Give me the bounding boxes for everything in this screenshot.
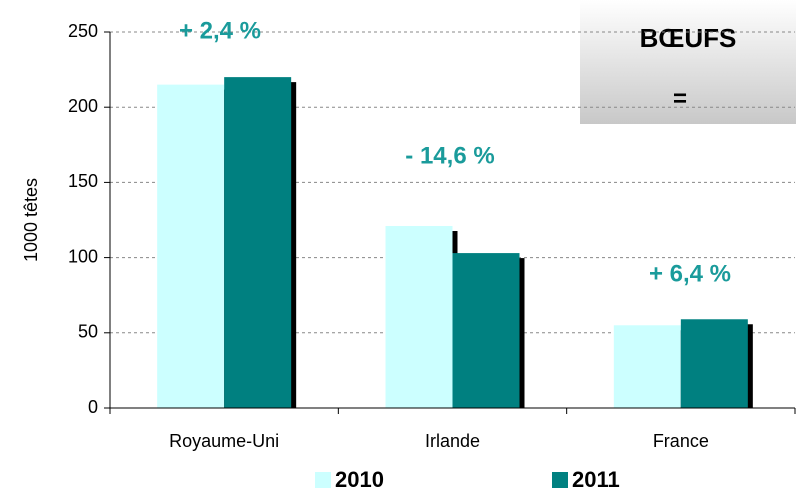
y-tick-label: 250 (68, 21, 98, 41)
bar (157, 84, 225, 408)
y-tick-label: 0 (88, 397, 98, 417)
info-box (580, 0, 796, 124)
x-tick-label: France (653, 431, 709, 451)
x-tick-label: Royaume-Uni (169, 431, 279, 451)
legend-swatch (552, 472, 568, 488)
box-text: = (673, 85, 687, 112)
bar (680, 319, 748, 408)
y-tick-label: 150 (68, 171, 98, 191)
box-title: BŒUFS (640, 23, 737, 53)
bar (613, 325, 681, 408)
y-tick-label: 100 (68, 246, 98, 266)
bar (224, 77, 292, 409)
bar (385, 226, 453, 408)
legend-label: 2011 (572, 467, 620, 492)
annotation: + 6,4 % (649, 260, 731, 287)
x-tick-label: Irlande (425, 431, 480, 451)
y-axis-label: 1000 têtes (21, 178, 41, 262)
legend-swatch (315, 472, 331, 488)
y-tick-label: 50 (78, 322, 98, 342)
bar (452, 253, 520, 408)
annotation: + 2,4 % (179, 17, 261, 44)
annotation: - 14,6 % (405, 142, 494, 169)
y-tick-label: 200 (68, 96, 98, 116)
legend-label: 2010 (335, 467, 384, 492)
